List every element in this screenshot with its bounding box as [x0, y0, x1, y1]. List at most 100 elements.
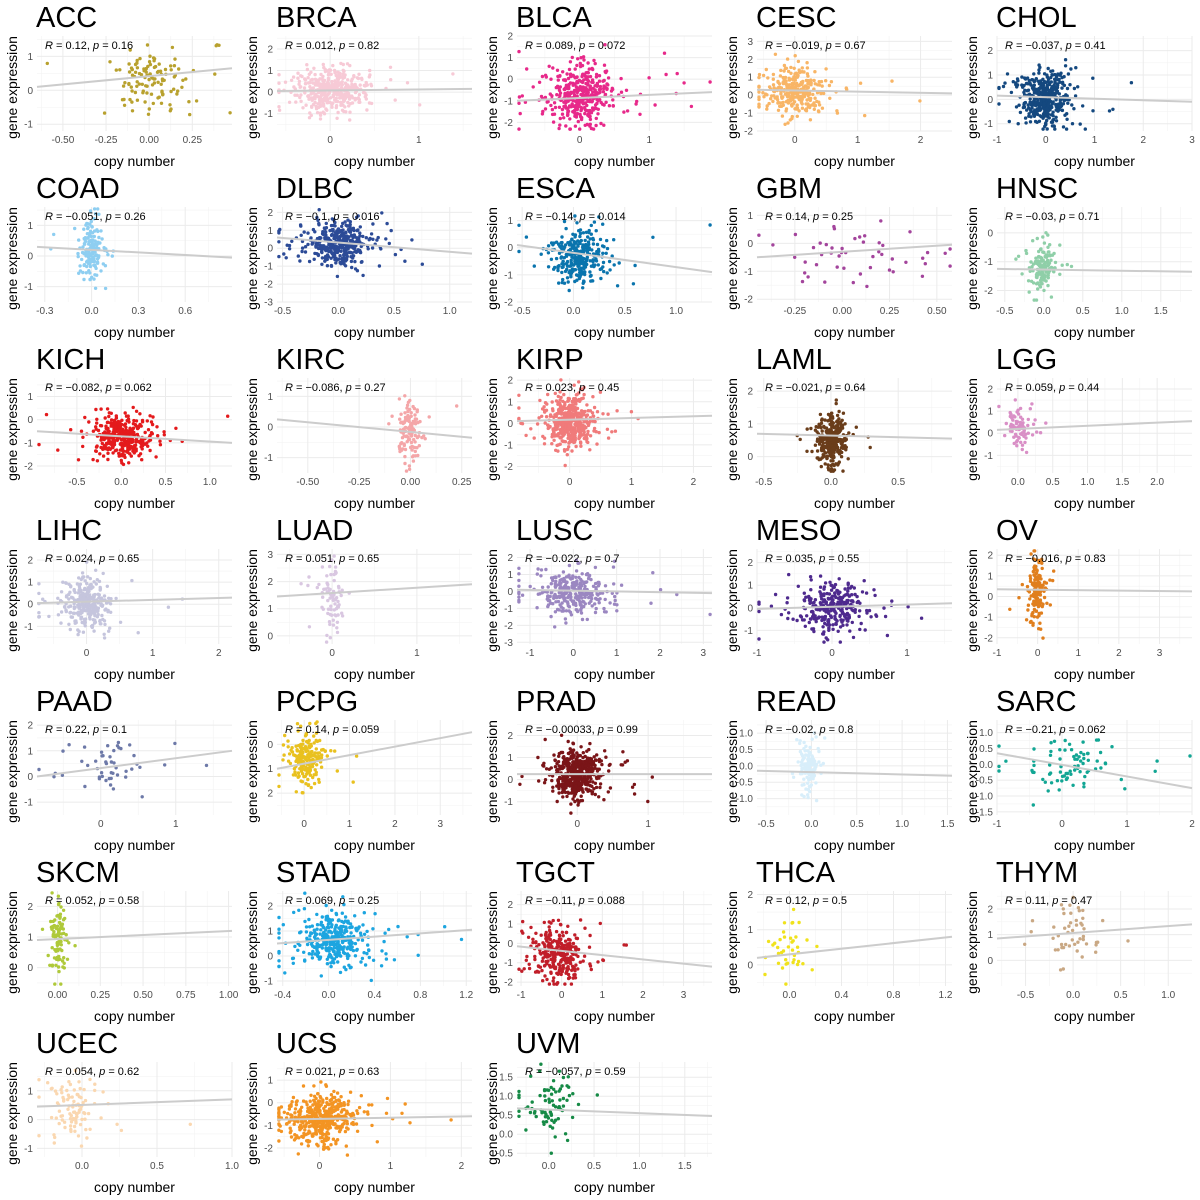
data-point	[322, 112, 327, 116]
data-point	[120, 444, 124, 449]
data-point	[1061, 125, 1066, 129]
data-point	[152, 57, 157, 61]
data-point	[329, 264, 334, 268]
data-point	[82, 236, 86, 241]
data-point	[804, 102, 808, 106]
data-point	[348, 230, 353, 234]
data-point	[1024, 450, 1029, 455]
stat-annotation: R = −0.037, p = 0.41	[1005, 40, 1106, 52]
data-point	[525, 67, 529, 71]
data-point	[820, 429, 824, 433]
data-point	[1029, 103, 1034, 107]
data-point	[1036, 259, 1040, 263]
y-tick-label: 0	[27, 415, 33, 426]
data-point	[1033, 103, 1037, 107]
data-point	[364, 236, 368, 240]
data-point	[1021, 421, 1025, 425]
data-point	[94, 568, 98, 572]
data-point	[601, 251, 605, 255]
data-point	[318, 82, 322, 86]
data-point	[177, 67, 181, 71]
panel-kirp: 0 1 2 -2 -1 0 1 2 KIRP R = 0.023, p = 0.45 copy nu…	[480, 342, 720, 513]
data-point	[778, 104, 782, 109]
data-point	[571, 83, 575, 87]
data-point	[582, 245, 586, 250]
y-tick-label: 1	[27, 578, 33, 589]
data-point	[401, 421, 405, 426]
data-point	[89, 260, 93, 264]
data-point	[122, 453, 127, 457]
data-point	[95, 417, 99, 421]
data-point	[1038, 101, 1043, 105]
data-point	[800, 66, 804, 70]
data-point	[322, 587, 326, 591]
data-point	[188, 112, 192, 117]
data-point	[352, 75, 356, 79]
data-point	[88, 576, 93, 581]
x-tick-label: 2	[691, 477, 697, 488]
data-point	[130, 109, 135, 113]
data-point	[112, 422, 117, 427]
data-point	[357, 97, 361, 102]
data-point	[602, 123, 606, 127]
data-point	[865, 284, 869, 289]
data-point	[1051, 110, 1055, 114]
data-point	[819, 426, 823, 430]
data-point	[106, 420, 110, 424]
data-point	[85, 232, 90, 236]
data-point	[59, 590, 64, 594]
data-point	[1029, 260, 1033, 264]
data-point	[45, 61, 49, 66]
regression-line	[516, 91, 713, 102]
data-point	[1083, 127, 1087, 131]
x-tick-label: 0.5	[1046, 477, 1060, 488]
data-point	[408, 445, 413, 450]
data-point	[1027, 78, 1031, 83]
data-point	[357, 100, 361, 105]
data-point	[841, 469, 845, 473]
data-point	[827, 445, 831, 450]
data-point	[1053, 260, 1058, 265]
data-point	[313, 95, 317, 100]
data-point	[89, 624, 94, 628]
data-point	[399, 412, 403, 416]
data-point	[784, 109, 788, 113]
data-point	[588, 270, 592, 274]
data-point	[353, 82, 357, 87]
stat-annotation: R = −0.019, p = 0.67	[765, 40, 866, 52]
data-point	[131, 405, 135, 410]
regression-line	[36, 596, 233, 605]
data-point	[284, 256, 288, 260]
panel-title: CESC	[756, 2, 837, 34]
data-point	[1035, 100, 1040, 105]
data-point	[1013, 432, 1018, 436]
stat-annotation: R = −0.051, p = 0.26	[45, 211, 146, 223]
data-point	[300, 74, 304, 79]
data-points	[517, 214, 712, 293]
data-point	[113, 449, 118, 453]
data-point	[1037, 68, 1041, 72]
panel-lusc: -1 0 1 2 3 -3 -2 -1 0 1 2 LUSC R = −0.022, p = 0.7 co…	[480, 513, 720, 684]
data-point	[80, 250, 85, 255]
data-point	[1049, 80, 1053, 84]
y-tick-label: -1	[264, 453, 273, 464]
data-point	[634, 102, 638, 106]
data-point	[1007, 119, 1011, 124]
data-point	[544, 75, 548, 79]
y-tick-label: 0	[507, 243, 513, 254]
data-point	[631, 282, 636, 286]
data-point	[570, 237, 574, 241]
y-tick-label: 0	[267, 88, 273, 99]
data-point	[815, 99, 819, 104]
data-point	[1034, 273, 1039, 277]
data-point	[535, 572, 539, 576]
data-point	[1042, 107, 1046, 112]
y-tick-label: -1	[24, 282, 33, 293]
data-point	[588, 259, 592, 263]
y-axis-label: gene expression	[244, 378, 260, 481]
data-point	[813, 70, 817, 74]
data-point	[580, 107, 584, 111]
data-point	[801, 92, 806, 96]
